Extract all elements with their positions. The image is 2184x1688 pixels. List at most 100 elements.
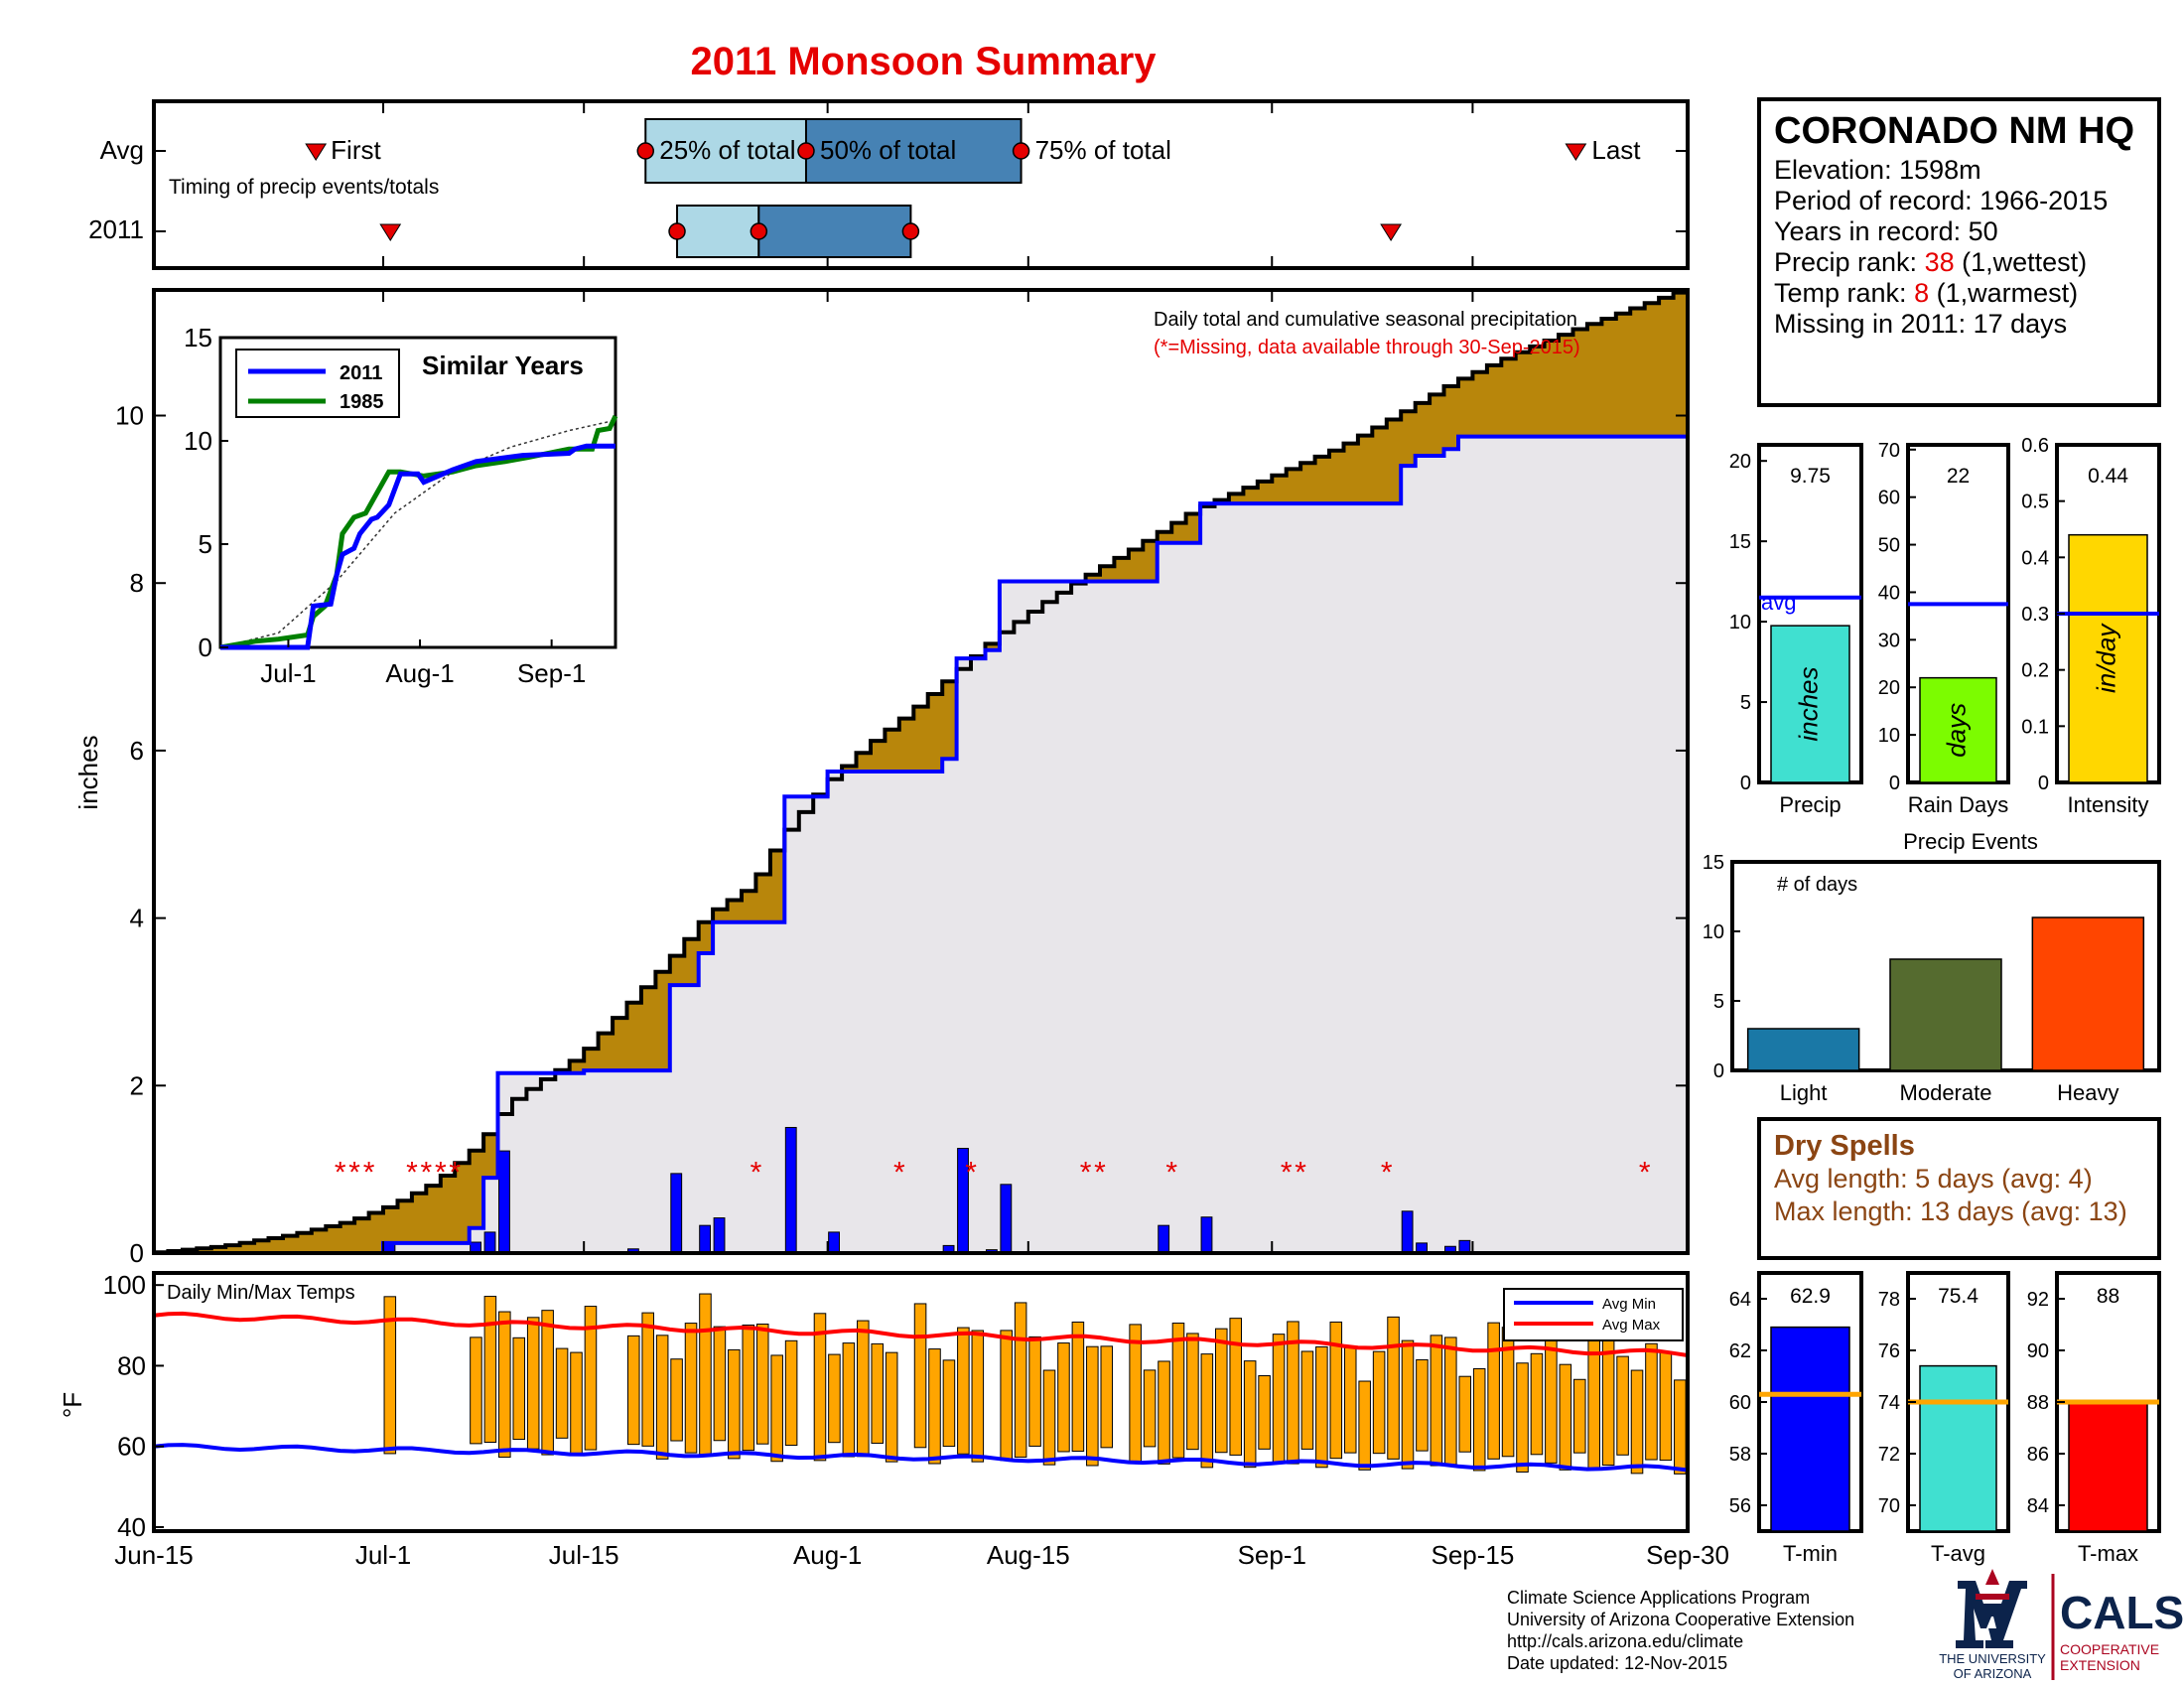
timing-row-label-year: 2011 bbox=[88, 214, 144, 244]
missing-data-marker: * bbox=[1295, 1156, 1306, 1189]
temp-summary-y-tick-label: 56 bbox=[1729, 1495, 1751, 1517]
missing-data-marker: * bbox=[1165, 1156, 1177, 1189]
daily-temp-bar bbox=[1028, 1336, 1041, 1447]
summary-unit-label: days bbox=[1942, 703, 1972, 758]
daily-temp-bar bbox=[1487, 1322, 1500, 1460]
temp-summary-x-label: T-max bbox=[2078, 1541, 2138, 1566]
iqr-box-lower bbox=[676, 205, 760, 258]
daily-temp-bar bbox=[1129, 1324, 1142, 1464]
cals-logo: CALS COOPERATIVE EXTENSION bbox=[2051, 1574, 2184, 1680]
percentile-marker bbox=[750, 222, 768, 240]
summary-avg-label: avg bbox=[1761, 590, 1796, 615]
daily-temp-bar bbox=[684, 1323, 698, 1454]
daily-temp-bar bbox=[913, 1303, 927, 1449]
summary-y-tick-label: 60 bbox=[1878, 488, 1900, 509]
precip-rank-label: Precip rank: bbox=[1774, 247, 1925, 277]
precip-rank-line: Precip rank: 38 (1,wettest) bbox=[1774, 247, 2087, 277]
footer-credits: Climate Science Applications Program Uni… bbox=[1507, 1588, 1854, 1673]
summary-unit-label: inches bbox=[1794, 666, 1824, 741]
temp-rank-line: Temp rank: 8 (1,warmest) bbox=[1774, 278, 2078, 308]
station-name: CORONADO NM HQ bbox=[1774, 110, 2134, 152]
temp-summary-y-tick-label: 70 bbox=[1878, 1495, 1900, 1517]
summary-bar bbox=[1919, 676, 1997, 783]
daily-temp-bar bbox=[1071, 1321, 1085, 1453]
daily-temp-bar bbox=[470, 1336, 482, 1445]
missing-data-marker: * bbox=[893, 1156, 905, 1189]
avg-min-line bbox=[153, 1443, 1689, 1473]
inset-y-tick-label: 15 bbox=[184, 323, 212, 352]
summary-x-label: Rain Days bbox=[1908, 792, 2008, 817]
temp-summary-y-tick-label: 60 bbox=[1729, 1392, 1751, 1414]
daily-temp-bar bbox=[755, 1324, 769, 1445]
timing-caption: Timing of precip events/totals bbox=[169, 176, 439, 199]
daily-temp-bar bbox=[813, 1313, 827, 1462]
cals-logo-line-2: EXTENSION bbox=[2060, 1657, 2140, 1673]
summary-y-tick-label: 30 bbox=[1878, 630, 1900, 651]
inset-y-tick-label: 5 bbox=[199, 529, 212, 559]
daily-temp-bar bbox=[1559, 1363, 1572, 1471]
summary-y-tick-label: 20 bbox=[1729, 451, 1751, 473]
percentile-marker bbox=[636, 142, 655, 160]
missing-data-marker: * bbox=[449, 1156, 461, 1189]
precip-events-title: Precip Events bbox=[1903, 829, 2038, 854]
daily-temp-bar bbox=[541, 1310, 554, 1456]
dry-spells-title: Dry Spells bbox=[1774, 1130, 1915, 1162]
temp-summary-x-label: T-avg bbox=[1931, 1541, 1985, 1566]
x-tick-label: Sep-1 bbox=[1238, 1540, 1306, 1570]
summary-y-tick-label: 15 bbox=[1729, 531, 1751, 553]
summary-bar bbox=[2068, 533, 2148, 783]
daily-temp-bar bbox=[570, 1351, 583, 1456]
summary-y-tick-label: 10 bbox=[1878, 725, 1900, 747]
event-bar-moderate bbox=[1889, 958, 2002, 1071]
event-y-tick-label: 5 bbox=[1713, 991, 1724, 1013]
temp-y-tick-label: 40 bbox=[117, 1512, 146, 1542]
daily-temp-bar bbox=[1458, 1375, 1472, 1453]
daily-temp-bar bbox=[742, 1324, 755, 1452]
temp-summary-y-tick-label: 90 bbox=[2027, 1340, 2049, 1362]
daily-temp-bar bbox=[1343, 1346, 1357, 1454]
daily-temp-bar bbox=[1042, 1369, 1056, 1466]
events-inner-label: # of days bbox=[1777, 874, 1857, 896]
y-tick-label: 4 bbox=[130, 904, 144, 933]
temp-summary-y-tick-label: 74 bbox=[1878, 1392, 1900, 1414]
summary-y-tick-label: 0 bbox=[1889, 773, 1900, 794]
daily-temp-bar bbox=[1243, 1360, 1257, 1469]
daily-temp-bar bbox=[1572, 1378, 1586, 1454]
inset-y-tick-label: 10 bbox=[184, 426, 212, 456]
temp-summary-y-tick-label: 84 bbox=[2027, 1495, 2049, 1517]
summary-y-tick-label: 70 bbox=[1878, 440, 1900, 462]
daily-temp-bar bbox=[770, 1354, 783, 1463]
missing-data-marker: * bbox=[1639, 1156, 1651, 1189]
daily-temp-bar bbox=[885, 1351, 898, 1463]
temp-summary-bar bbox=[2068, 1401, 2148, 1532]
daily-temp-bar bbox=[728, 1348, 741, 1460]
precip-rank-note: (1,wettest) bbox=[1955, 247, 2088, 277]
temp-summary-value: 75.4 bbox=[1938, 1285, 1979, 1308]
daily-temp-bar bbox=[1000, 1330, 1013, 1462]
daily-temp-bar bbox=[1545, 1335, 1558, 1464]
daily-temp-bar bbox=[1430, 1335, 1443, 1467]
main-annotation: Daily total and cumulative seasonal prec… bbox=[1154, 309, 1577, 331]
percentile-marker bbox=[797, 142, 815, 160]
footer-line-3: http://cals.arizona.edu/climate bbox=[1507, 1631, 1743, 1651]
daily-temp-bar bbox=[1645, 1342, 1658, 1461]
university-of-arizona-logo: THE UNIVERSITY OF ARIZONA bbox=[1939, 1569, 2046, 1681]
daily-temp-bar bbox=[1616, 1355, 1629, 1456]
summary-y-tick-label: 0.6 bbox=[2021, 435, 2049, 457]
daily-temp-bar bbox=[1472, 1367, 1486, 1472]
daily-temp-bar bbox=[1444, 1336, 1457, 1466]
daily-temp-bar bbox=[641, 1312, 654, 1447]
similar-years-inset: 0 5 10 15 Jul-1 Aug-1 Sep-1 2011 1985 Similar … bbox=[184, 323, 618, 688]
daily-temp-bar bbox=[971, 1330, 985, 1463]
daily-precip-bar bbox=[1000, 1184, 1013, 1254]
temp-summary-value: 62.9 bbox=[1790, 1285, 1831, 1308]
event-category-label: Heavy bbox=[2057, 1080, 2118, 1105]
summary-y-tick-label: 0.2 bbox=[2021, 660, 2049, 682]
daily-temp-bar bbox=[842, 1342, 856, 1458]
missing-data-marker: * bbox=[1381, 1156, 1393, 1189]
missing-data-marker: * bbox=[1080, 1156, 1092, 1189]
daily-temp-bar bbox=[1100, 1345, 1114, 1449]
daily-temp-bar bbox=[526, 1317, 540, 1450]
average-cumulative-line bbox=[152, 290, 1688, 1255]
daily-temp-bar bbox=[828, 1353, 841, 1444]
